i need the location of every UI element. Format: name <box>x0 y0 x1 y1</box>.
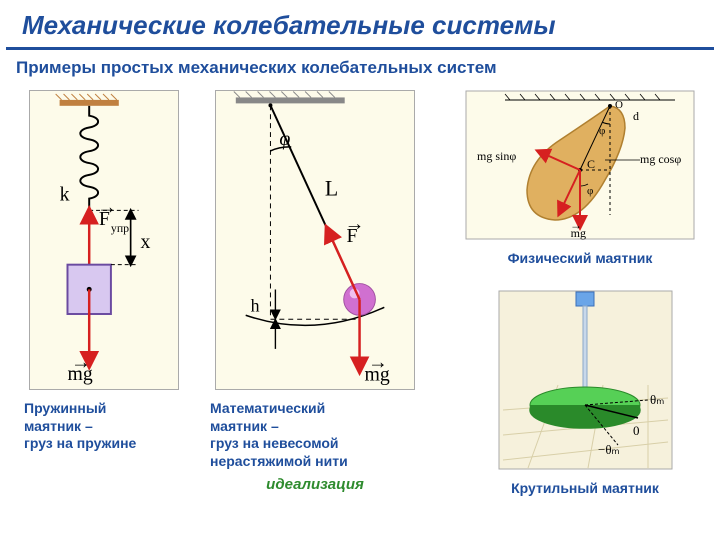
label-phi1: φ <box>599 125 605 137</box>
tors-caption: Крутильный маятник <box>490 480 680 498</box>
page-subtitle: Примеры простых механических колебательн… <box>0 50 720 84</box>
phys-caption: Физический маятник <box>460 250 700 268</box>
phys-diagram: O d φ C φ mg→ mg sinφ mg cosφ <box>465 90 695 240</box>
label-sin: mg sinφ <box>477 149 516 163</box>
label-zero: 0 <box>633 423 640 438</box>
label-theta-p: θₘ <box>650 392 664 407</box>
label-d: d <box>633 109 639 123</box>
math-diagram: φ L h F→ mg→ <box>215 90 415 390</box>
spring-caption: Пружинный маятник – груз на пружине <box>24 400 136 453</box>
label-h: h <box>251 295 260 315</box>
math-panel: φ L h F→ mg→ Математический маятник – гр… <box>210 90 420 493</box>
label-cos: mg cosφ <box>640 152 681 166</box>
spring-panel: k F→ упр x mg→ Пружинный маятник – <box>24 90 184 453</box>
phys-panel: O d φ C φ mg→ mg sinφ mg cosφ Физический… <box>460 90 700 268</box>
math-caption: Математический маятник – груз на невесом… <box>210 400 348 470</box>
label-theta-n: −θₘ <box>598 442 620 457</box>
label-Fsub: упр <box>111 221 129 235</box>
tors-diagram: θₘ −θₘ 0 <box>498 290 673 470</box>
label-phi2: φ <box>587 185 593 197</box>
label-O: O <box>615 99 623 111</box>
svg-text:mg→: mg→ <box>365 352 390 386</box>
label-C: C <box>587 157 595 171</box>
svg-text:mg→: mg→ <box>67 351 92 385</box>
label-x: x <box>141 231 151 253</box>
label-k: k <box>60 184 70 206</box>
label-L: L <box>325 176 338 200</box>
spring-diagram: k F→ упр x mg→ <box>29 90 179 390</box>
label-phi: φ <box>279 128 290 150</box>
idealization-label: идеализация <box>266 476 364 493</box>
svg-text:F→: F→ <box>345 213 365 247</box>
page-title: Механические колебательные системы <box>6 0 714 50</box>
tors-panel: θₘ −θₘ 0 Крутильный маятник <box>490 290 680 498</box>
